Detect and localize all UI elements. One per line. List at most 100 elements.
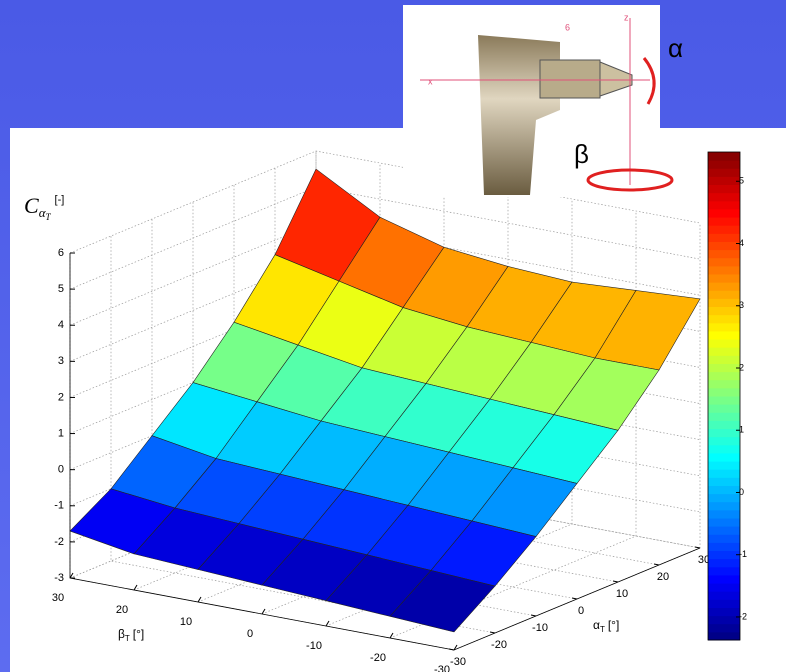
y-tick	[653, 563, 660, 566]
colorbar-swatch	[708, 444, 740, 454]
y-tick	[489, 631, 496, 634]
colorbar-swatch	[708, 631, 740, 641]
colorbar-swatch	[708, 298, 740, 308]
colorbar-swatch	[708, 566, 740, 576]
colorbar-swatch	[708, 469, 740, 478]
alpha-symbol: α	[668, 33, 683, 63]
y-tick	[694, 546, 701, 549]
probe-tip	[599, 61, 633, 97]
colorbar-swatch	[708, 420, 740, 430]
colorbar-swatch	[708, 485, 740, 495]
colorbar-swatch	[708, 526, 740, 535]
colorbar-swatch	[708, 184, 740, 194]
x-tick-label: -20	[370, 652, 386, 664]
y-tick	[530, 614, 537, 617]
colorbar: -2 -1 0 1 2 3 4 5	[707, 151, 747, 641]
z-label-subsub: T	[46, 212, 52, 222]
x-tick	[261, 608, 266, 615]
z-tick-label: 5	[58, 283, 64, 295]
probe-collar	[539, 59, 601, 99]
colorbar-tick-label: -1	[739, 549, 747, 559]
x-tick	[389, 632, 394, 639]
colorbar-swatch	[708, 225, 740, 234]
colorbar-swatch	[708, 274, 740, 283]
colorbar-swatch	[708, 330, 740, 340]
colorbar-swatch	[708, 290, 740, 299]
colorbar-swatch	[708, 412, 740, 421]
colorbar-swatch	[708, 509, 740, 519]
colorbar-tick-label: 5	[739, 176, 744, 186]
y-label-sub: T	[600, 625, 605, 634]
y-tick	[612, 580, 619, 583]
colorbar-swatch	[708, 461, 740, 470]
x-label-sub: T	[125, 634, 130, 643]
colorbar-swatch	[708, 257, 740, 267]
inset: x z 6 α β	[403, 5, 683, 197]
colorbar-swatch	[708, 558, 740, 568]
colorbar-swatch	[708, 607, 740, 617]
colorbar-swatch	[708, 493, 740, 503]
colorbar-swatch	[708, 314, 740, 324]
x-tick	[325, 620, 330, 627]
colorbar-swatch	[708, 396, 740, 405]
z-tick-label: -1	[54, 500, 64, 512]
y-tick	[571, 597, 578, 600]
colorbar-swatch	[708, 379, 740, 389]
y-tick-label: -20	[491, 639, 507, 651]
x-tick	[453, 644, 458, 651]
colorbar-swatch	[708, 241, 740, 251]
z-tick-label: -3	[54, 572, 64, 584]
colorbar-swatch	[708, 208, 740, 218]
inset-x-label: x	[428, 76, 433, 86]
colorbar-swatch	[708, 534, 740, 543]
y-tick-label: 10	[616, 588, 628, 600]
y-label-base: α	[593, 618, 600, 632]
colorbar-frame	[707, 151, 741, 641]
z-tick-label: 2	[58, 391, 64, 403]
y-tick-label: -10	[532, 622, 548, 634]
colorbar-tick-label: 2	[739, 362, 744, 372]
x-tick	[133, 584, 138, 591]
colorbar-swatch	[708, 233, 740, 242]
y-tick-label: -30	[450, 656, 466, 668]
inset-marker-label: 6	[565, 22, 570, 32]
colorbar-swatch	[708, 583, 740, 592]
colorbar-swatch	[708, 152, 740, 161]
colorbar-swatch	[708, 282, 740, 291]
z-tick-label: 0	[58, 464, 64, 476]
x-tick-label: 30	[52, 592, 64, 604]
colorbar-swatch	[708, 518, 740, 527]
y-tick-label: 30	[698, 554, 710, 566]
alpha-arrow	[642, 57, 656, 105]
inset-z-label: z	[624, 12, 629, 22]
colorbar-swatch	[708, 355, 740, 364]
z-tick-label: 4	[58, 319, 64, 331]
y-tick-label: 0	[578, 605, 584, 617]
colorbar-swatch	[708, 160, 740, 169]
y-label-unit: [°]	[608, 618, 619, 632]
colorbar-swatch	[708, 599, 740, 608]
colorbar-swatch	[708, 387, 740, 397]
z-label-unit: [-]	[55, 194, 65, 206]
colorbar-swatch	[708, 404, 740, 413]
x-tick-label: 20	[116, 604, 128, 616]
x-axis-label: βT [°]	[118, 627, 144, 643]
colorbar-tick-label: 4	[739, 238, 744, 248]
z-axis-label: CαT[-]	[24, 193, 64, 222]
colorbar-swatch	[708, 371, 740, 381]
beta-arrow	[586, 168, 674, 192]
colorbar-tick-label: 0	[739, 487, 744, 497]
z-tick-label: 6	[58, 247, 64, 259]
x-tick	[197, 596, 202, 603]
colorbar-swatch	[708, 200, 740, 210]
colorbar-swatch	[708, 591, 740, 600]
colorbar-swatch	[708, 322, 740, 332]
grid-line	[69, 150, 701, 254]
colorbar-swatch	[708, 615, 740, 625]
colorbar-swatch	[708, 550, 740, 560]
colorbar-swatch	[708, 339, 740, 348]
beta-symbol: β	[574, 139, 589, 169]
x-label-base: β	[118, 627, 125, 641]
z-label-base: C	[24, 193, 39, 218]
